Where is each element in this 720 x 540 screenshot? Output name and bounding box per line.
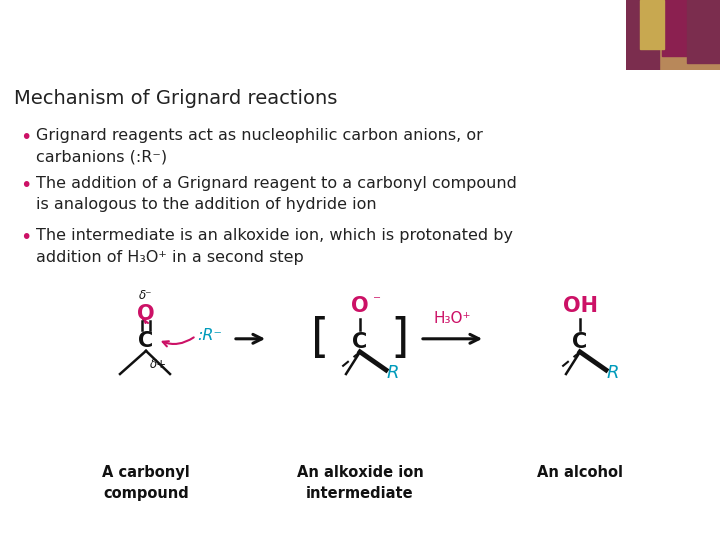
- Text: OH: OH: [562, 295, 598, 315]
- Bar: [626, 0, 660, 70]
- Bar: [687, 0, 720, 63]
- Text: An alkoxide ion
intermediate: An alkoxide ion intermediate: [297, 464, 423, 501]
- Text: ⁻: ⁻: [373, 293, 381, 308]
- Text: •: •: [20, 228, 32, 247]
- Text: δ+: δ+: [150, 358, 166, 371]
- Text: C: C: [138, 331, 153, 351]
- Text: H₃O⁺: H₃O⁺: [433, 310, 471, 326]
- Text: δ⁻: δ⁻: [139, 288, 153, 301]
- Text: R: R: [387, 364, 400, 382]
- Text: An alcohol: An alcohol: [537, 464, 623, 480]
- Text: •: •: [20, 176, 32, 195]
- Text: A carbonyl
compound: A carbonyl compound: [102, 464, 190, 501]
- Text: Grignard reagents act as nucleophilic carbon anions, or
carbanions (:R⁻): Grignard reagents act as nucleophilic ca…: [36, 127, 483, 164]
- Text: :R⁻: :R⁻: [197, 328, 222, 343]
- Text: R: R: [607, 364, 619, 382]
- Text: C: C: [352, 332, 368, 352]
- Text: ]: ]: [391, 316, 409, 361]
- Bar: [641, 0, 664, 49]
- Text: O: O: [138, 303, 155, 323]
- Text: Preparing Alcohols from Carbonyl Compounds: Preparing Alcohols from Carbonyl Compoun…: [14, 26, 665, 51]
- FancyArrowPatch shape: [163, 338, 194, 346]
- Text: O: O: [351, 295, 369, 315]
- Text: The addition of a Grignard reagent to a carbonyl compound
is analogous to the ad: The addition of a Grignard reagent to a …: [36, 176, 517, 212]
- Text: •: •: [20, 127, 32, 146]
- Text: Mechanism of Grignard reactions: Mechanism of Grignard reactions: [14, 89, 338, 109]
- Text: [: [: [311, 316, 329, 361]
- Bar: [662, 0, 690, 56]
- FancyArrowPatch shape: [143, 318, 149, 323]
- Text: The intermediate is an alkoxide ion, which is protonated by
addition of H₃O⁺ in : The intermediate is an alkoxide ion, whi…: [36, 228, 513, 265]
- Text: C: C: [572, 332, 588, 352]
